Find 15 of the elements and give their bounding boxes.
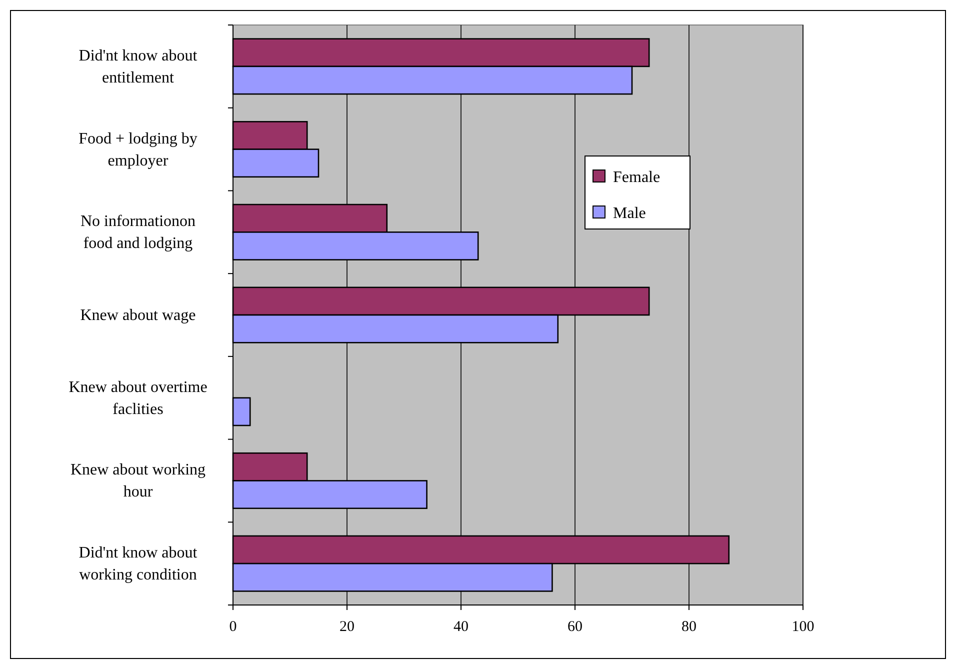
y-tick-label: Did'nt know about working condition [78,544,198,584]
y-tick-label: Knew about overtime faclities [68,378,208,418]
y-tick-label: Knew about wage [80,307,196,324]
y-tick-label: Knew about working hour [70,462,206,501]
x-tick-label: 20 [340,619,354,635]
x-tick-label: 80 [682,619,696,635]
y-tick-label: Food + lodging by employer [78,130,198,170]
y-tick-label: No informationon food and lodging [80,213,196,252]
legend-label: Male [613,205,646,222]
x-tick-label: 40 [454,619,468,635]
legend-label: Female [613,169,660,186]
y-tick-label: Did'nt know about entitlement [78,47,198,86]
x-tick-label: 100 [792,619,814,635]
x-tick-label: 0 [229,619,237,635]
x-tick-label: 60 [568,619,582,635]
